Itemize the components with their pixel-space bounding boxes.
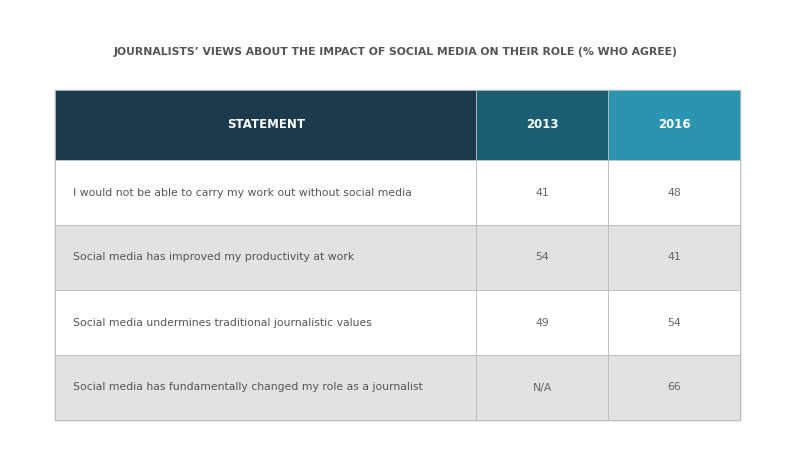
Text: STATEMENT: STATEMENT — [227, 118, 305, 132]
Text: 49: 49 — [535, 317, 550, 328]
Text: 41: 41 — [535, 188, 550, 197]
Text: 54: 54 — [535, 253, 550, 263]
Text: 48: 48 — [668, 188, 681, 197]
Bar — [476, 355, 608, 420]
Text: 41: 41 — [668, 253, 681, 263]
Bar — [476, 160, 608, 225]
Bar — [55, 290, 476, 355]
Text: JOURNALISTS’ VIEWS ABOUT THE IMPACT OF SOCIAL MEDIA ON THEIR ROLE (% WHO AGREE): JOURNALISTS’ VIEWS ABOUT THE IMPACT OF S… — [114, 47, 678, 57]
Bar — [608, 355, 740, 420]
Bar — [55, 160, 476, 225]
Bar — [476, 90, 608, 160]
Text: Social media undermines traditional journalistic values: Social media undermines traditional jour… — [73, 317, 372, 328]
Text: 2016: 2016 — [658, 118, 691, 132]
Text: 66: 66 — [668, 382, 681, 393]
Bar — [55, 90, 476, 160]
Text: Social media has improved my productivity at work: Social media has improved my productivit… — [73, 253, 354, 263]
Bar — [608, 225, 740, 290]
Bar — [608, 290, 740, 355]
Bar — [55, 90, 740, 420]
Bar — [608, 160, 740, 225]
Text: 2013: 2013 — [526, 118, 558, 132]
Bar — [55, 355, 476, 420]
Bar — [476, 290, 608, 355]
Bar — [608, 90, 740, 160]
Text: I would not be able to carry my work out without social media: I would not be able to carry my work out… — [73, 188, 412, 197]
Bar — [476, 225, 608, 290]
Bar — [55, 225, 476, 290]
Text: Social media has fundamentally changed my role as a journalist: Social media has fundamentally changed m… — [73, 382, 423, 393]
Text: N/A: N/A — [533, 382, 552, 393]
Text: 54: 54 — [668, 317, 681, 328]
